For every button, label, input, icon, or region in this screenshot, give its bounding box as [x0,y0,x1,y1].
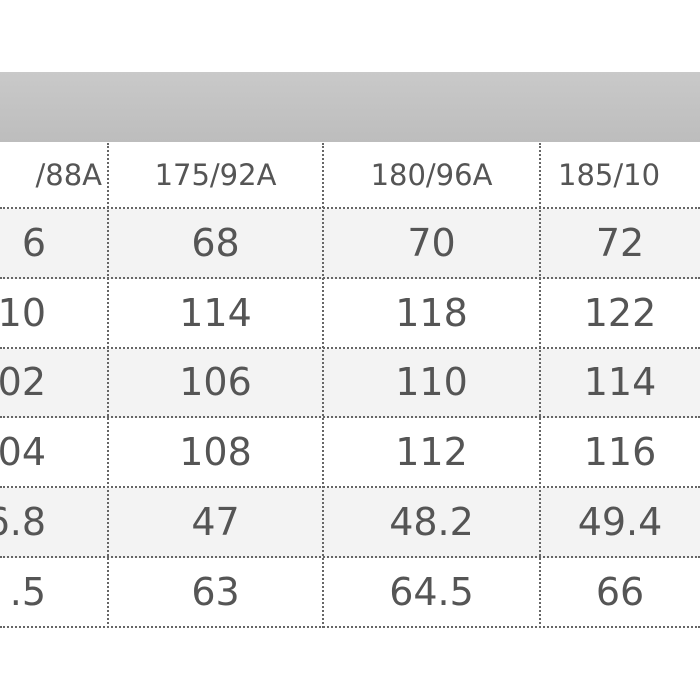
table-cell: 6.8 [0,500,46,545]
table-cell: 48.2 [389,500,474,545]
table-cell: 108 [179,430,252,475]
table-cell: 68 [191,220,240,265]
table-cell: .5 [9,569,46,614]
table-cell: 10 [0,290,46,335]
table-cell: 114 [179,290,252,335]
table-cell: 66 [595,569,645,614]
table-cell: 118 [395,290,468,335]
table-row: /88A 175/92A 180/96A 185/10 [0,143,700,209]
column-divider [539,143,541,628]
table-cell: 6 [21,220,46,265]
table-cell: 72 [595,220,645,265]
table-cell: /88A [35,158,102,192]
table-cell: 175/92A [154,158,277,192]
table-row: 10 114 118 122 [0,278,700,349]
table-cell: 180/96A [370,158,493,192]
table-cell: 112 [395,430,468,475]
table: /88A 175/92A 180/96A 185/10 6 68 70 72 10 114 118 1… [0,143,700,628]
table-cell: 63 [191,569,240,614]
table-cell: 114 [583,360,657,405]
table-cell: 47 [191,500,240,545]
table-cell: 185/10 [558,158,661,192]
table-row: 6 68 70 72 [0,209,700,279]
table-row: .5 63 64.5 66 [0,558,700,628]
table-cell: 116 [583,430,657,475]
table-cell: 64.5 [389,569,474,614]
table-row: 02 106 110 114 [0,348,700,419]
column-divider [322,143,324,628]
table-cell: 04 [0,430,46,475]
table-row: 04 108 112 116 [0,418,700,489]
table-cell: 49.4 [577,500,663,545]
table-row: 6.8 47 48.2 49.4 [0,488,700,558]
table-cell: 106 [179,360,252,405]
table-cell: 70 [407,220,456,265]
column-divider [107,143,109,628]
table-cell: 122 [583,290,657,335]
table-cell: 110 [395,360,468,405]
header-bar [0,72,700,142]
table-cell: 02 [0,360,46,405]
